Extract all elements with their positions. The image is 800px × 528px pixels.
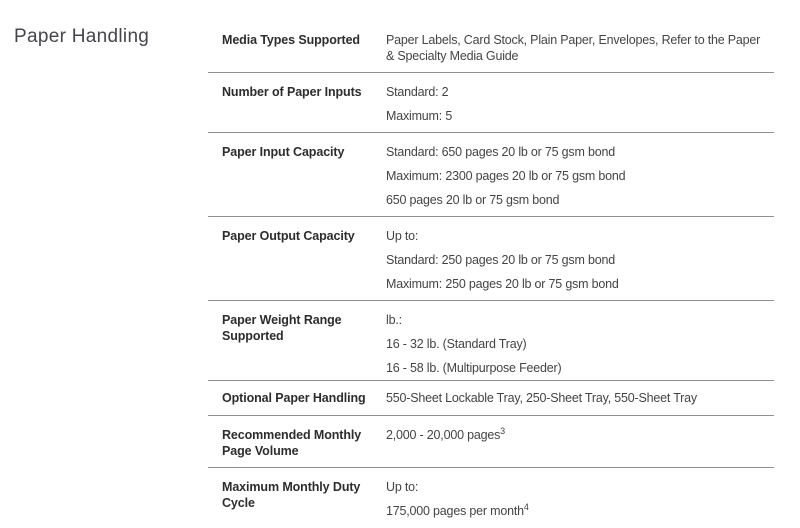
spec-value-text: Standard: 650 pages 20 lb or 75 gsm bond	[386, 145, 615, 159]
spec-values: Standard: 650 pages 20 lb or 75 gsm bond…	[386, 144, 774, 208]
spec-row-paper-inputs: Number of Paper Inputs Standard: 2 Maxim…	[208, 72, 774, 132]
spec-value-line: Maximum: 2300 pages 20 lb or 75 gsm bond	[386, 168, 774, 184]
spec-table: Media Types Supported Paper Labels, Card…	[208, 20, 774, 527]
footnote-sup: 4	[523, 502, 529, 512]
footnote-sup: 3	[500, 426, 506, 436]
spec-value-line: 2,000 - 20,000 pages3	[386, 427, 774, 443]
spec-label: Paper Input Capacity	[222, 145, 345, 159]
spec-value-text: & Specialty Media Guide	[386, 49, 519, 63]
spec-value-line: lb.:	[386, 312, 774, 328]
spec-value-text: Maximum: 5	[386, 109, 453, 123]
spec-value-line: Up to:	[386, 228, 774, 244]
spec-label: Optional Paper Handling	[222, 391, 366, 405]
spec-values: lb.: 16 - 32 lb. (Standard Tray) 16 - 58…	[386, 312, 774, 376]
spec-row-media-types: Media Types Supported Paper Labels, Card…	[208, 20, 774, 72]
spec-value-line: 650 pages 20 lb or 75 gsm bond	[386, 192, 774, 208]
spec-values: Up to: 175,000 pages per month4	[386, 479, 774, 519]
spec-value-text: 550-Sheet Lockable Tray, 250-Sheet Tray,…	[386, 391, 697, 405]
spec-value-line: Maximum: 5	[386, 108, 774, 124]
spec-value-text: 650 pages 20 lb or 75 gsm bond	[386, 193, 560, 207]
spec-label: Number of Paper Inputs	[222, 85, 362, 99]
spec-values: 2,000 - 20,000 pages3	[386, 427, 774, 443]
spec-value-line: 16 - 58 lb. (Multipurpose Feeder)	[386, 360, 774, 376]
spec-value-line: 550-Sheet Lockable Tray, 250-Sheet Tray,…	[386, 390, 774, 406]
spec-value-text: 16 - 32 lb. (Standard Tray)	[386, 337, 527, 351]
spec-label: Media Types Supported	[222, 33, 360, 47]
spec-values: Paper Labels, Card Stock, Plain Paper, E…	[386, 32, 774, 64]
spec-values: Up to: Standard: 250 pages 20 lb or 75 g…	[386, 228, 774, 292]
spec-value-text: 175,000 pages per month	[386, 504, 524, 518]
spec-value-text: Standard: 2	[386, 85, 449, 99]
spec-value-text: lb.:	[386, 313, 402, 327]
spec-value-line: 175,000 pages per month4	[386, 503, 774, 519]
spec-row-optional-handling: Optional Paper Handling 550-Sheet Lockab…	[208, 380, 774, 415]
spec-row-input-capacity: Paper Input Capacity Standard: 650 pages…	[208, 132, 774, 216]
page-title: Paper Handling	[14, 26, 150, 47]
spec-value-text: Up to:	[386, 229, 419, 243]
spec-value-line: 16 - 32 lb. (Standard Tray)	[386, 336, 774, 352]
spec-label: Recommended Monthly Page Volume	[222, 428, 362, 458]
spec-value-line: Maximum: 250 pages 20 lb or 75 gsm bond	[386, 276, 774, 292]
spec-label: Paper Weight Range Supported	[222, 313, 342, 343]
spec-value-text: 16 - 58 lb. (Multipurpose Feeder)	[386, 361, 562, 375]
spec-value-line: Standard: 250 pages 20 lb or 75 gsm bond	[386, 252, 774, 268]
spec-row-monthly-volume: Recommended Monthly Page Volume 2,000 - …	[208, 415, 774, 467]
spec-value-line: Standard: 2	[386, 84, 774, 100]
spec-values: Standard: 2 Maximum: 5	[386, 84, 774, 124]
spec-value-line: Up to:	[386, 479, 774, 495]
spec-label: Paper Output Capacity	[222, 229, 355, 243]
spec-value-text: Up to:	[386, 480, 419, 494]
spec-value-text: Maximum: 250 pages 20 lb or 75 gsm bond	[386, 277, 619, 291]
spec-row-duty-cycle: Maximum Monthly Duty Cycle Up to: 175,00…	[208, 467, 774, 527]
spec-values: 550-Sheet Lockable Tray, 250-Sheet Tray,…	[386, 390, 774, 406]
spec-value-line: Paper Labels, Card Stock, Plain Paper, E…	[386, 32, 774, 48]
spec-value-line: Standard: 650 pages 20 lb or 75 gsm bond	[386, 144, 774, 160]
spec-value-text: 2,000 - 20,000 pages	[386, 428, 501, 442]
spec-value-text: Paper Labels, Card Stock, Plain Paper, E…	[386, 33, 761, 47]
spec-row-weight-range: Paper Weight Range Supported lb.: 16 - 3…	[208, 300, 774, 380]
spec-value-text: Maximum: 2300 pages 20 lb or 75 gsm bond	[386, 169, 626, 183]
spec-row-output-capacity: Paper Output Capacity Up to: Standard: 2…	[208, 216, 774, 300]
spec-label: Maximum Monthly Duty Cycle	[222, 480, 361, 510]
spec-value-line: & Specialty Media Guide	[386, 48, 774, 64]
spec-value-text: Standard: 250 pages 20 lb or 75 gsm bond	[386, 253, 615, 267]
